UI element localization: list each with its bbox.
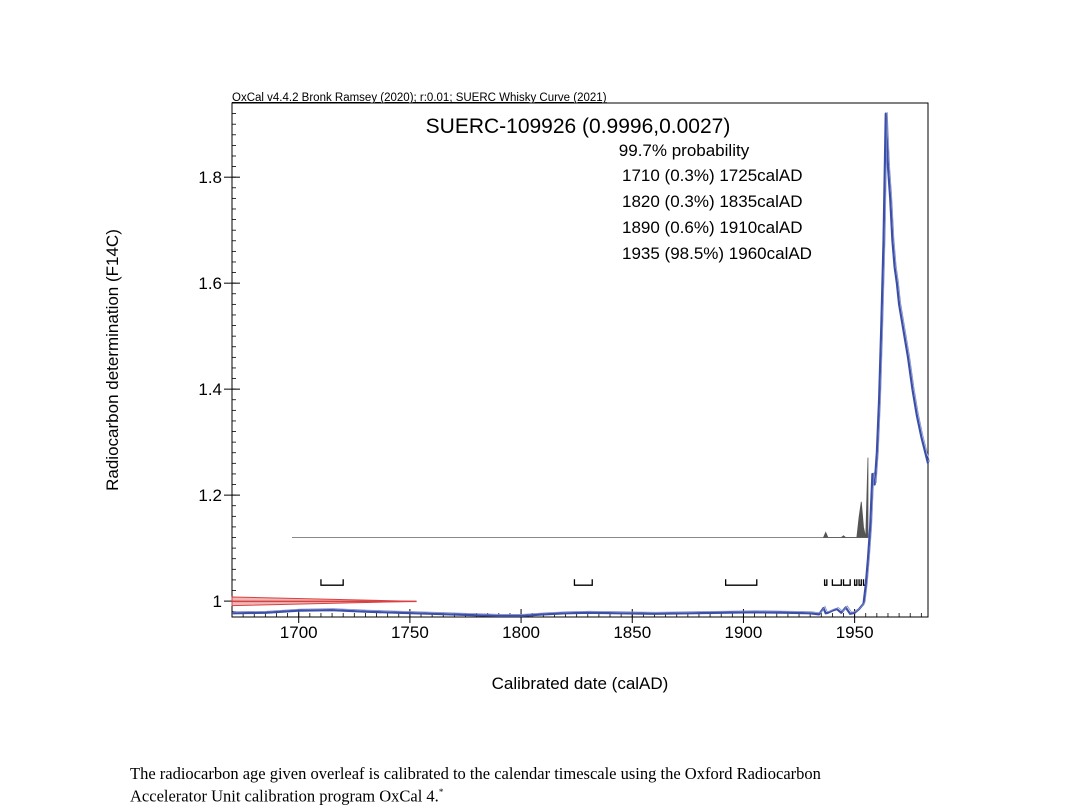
y-axis: 1 1.2 1.4 1.6 1.8 bbox=[198, 102, 240, 613]
range-bracket bbox=[573, 579, 593, 586]
footnote-mark: * bbox=[438, 787, 444, 797]
oxcal-header: OxCal v4.4.2 Bronk Ramsey (2020); r:0.01… bbox=[232, 92, 607, 104]
range-bracket bbox=[842, 579, 851, 586]
range-labels: 1710 (0.3%) 1725calAD 1820 (0.3%) 1835cal… bbox=[622, 166, 812, 263]
range-bracket bbox=[831, 579, 842, 586]
plot-frame bbox=[231, 102, 929, 618]
y-tick-label: 1 bbox=[213, 592, 222, 611]
y-axis-label: Radiocarbon determination (F14C) bbox=[103, 229, 122, 491]
caption: The radiocarbon age given overleaf is ca… bbox=[130, 765, 950, 806]
range-bracket bbox=[853, 579, 858, 586]
calibration-curve bbox=[231, 112, 930, 618]
y-tick-label: 1.2 bbox=[198, 486, 222, 505]
range-bracket bbox=[724, 579, 758, 586]
y-tick-label: 1.6 bbox=[198, 274, 222, 293]
range-bracket bbox=[823, 579, 828, 586]
x-tick-label: 1800 bbox=[502, 623, 540, 642]
x-tick-label: 1850 bbox=[613, 623, 651, 642]
range-bracket bbox=[858, 579, 862, 586]
caption-line-1: The radiocarbon age given overleaf is ca… bbox=[130, 764, 821, 783]
range-label: 1935 (98.5%) 1960calAD bbox=[622, 244, 812, 263]
range-label: 1820 (0.3%) 1835calAD bbox=[622, 192, 803, 211]
range-label: 1710 (0.3%) 1725calAD bbox=[622, 166, 803, 185]
x-tick-label: 1750 bbox=[391, 623, 429, 642]
plot-area bbox=[231, 102, 929, 618]
caption-line-2: Accelerator Unit calibration program OxC… bbox=[130, 786, 439, 806]
x-tick-label: 1700 bbox=[280, 623, 318, 642]
y-tick-label: 1.8 bbox=[198, 168, 222, 187]
calibration-chart: OxCal v4.4.2 Bronk Ramsey (2020); r:0.01… bbox=[103, 92, 930, 693]
probability-label: 99.7% probability bbox=[619, 141, 750, 160]
x-tick-label: 1950 bbox=[836, 623, 874, 642]
posterior-distribution bbox=[822, 457, 869, 538]
range-label: 1890 (0.6%) 1910calAD bbox=[622, 218, 803, 237]
x-axis-label: Calibrated date (calAD) bbox=[492, 674, 669, 693]
chart-marks bbox=[231, 112, 930, 618]
x-tick-label: 1900 bbox=[725, 623, 763, 642]
range-bracket bbox=[320, 579, 344, 586]
chart-title: SUERC-109926 (0.9996,0.0027) bbox=[426, 115, 731, 138]
y-tick-label: 1.4 bbox=[198, 380, 222, 399]
calibration-curve-envelope bbox=[233, 112, 930, 615]
